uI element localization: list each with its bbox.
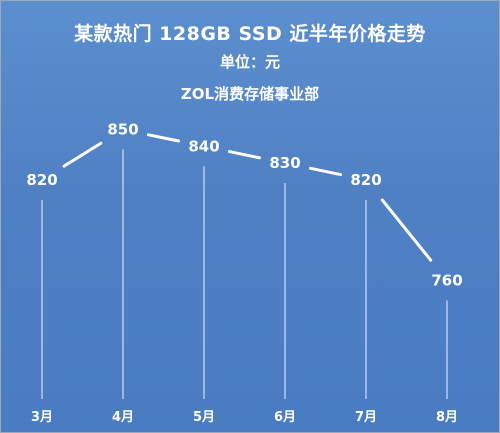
x-tick-label-1: 3月 [31, 410, 53, 425]
data-label-1: 820 [26, 171, 57, 189]
series-segment-1 [62, 141, 103, 168]
data-label-4: 830 [269, 154, 300, 172]
chart-subtitle: 单位：元 [219, 53, 280, 71]
series-segment-4 [308, 166, 343, 177]
x-tick-label-2: 4月 [112, 410, 134, 425]
chart-title: 某款热门 128GB SSD 近半年价格走势 [74, 23, 426, 45]
series-segment-3 [227, 150, 262, 160]
chart-source: ZOL消费存储事业部 [180, 85, 320, 103]
series-segment-5 [380, 198, 433, 262]
x-tick-label-5: 7月 [355, 410, 377, 425]
x-tick-label-6: 8月 [436, 410, 458, 425]
data-label-3: 840 [188, 137, 219, 155]
data-label-6: 760 [431, 271, 462, 289]
x-tick-label-3: 5月 [193, 410, 215, 425]
data-label-5: 820 [350, 171, 381, 189]
x-tick-label-4: 6月 [274, 410, 296, 425]
data-label-2: 850 [107, 121, 138, 139]
series-segment-2 [146, 133, 181, 143]
